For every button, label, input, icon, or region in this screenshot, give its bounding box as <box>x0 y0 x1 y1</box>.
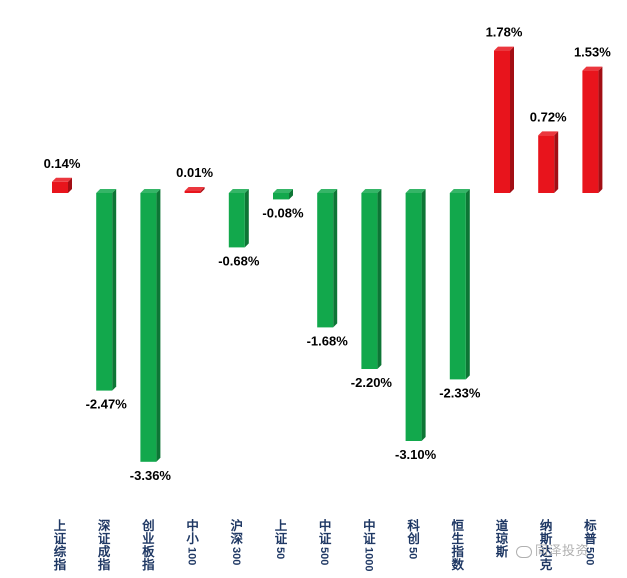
bar-7 <box>317 189 338 328</box>
value-label-8: -2.20% <box>351 375 393 390</box>
bar-12 <box>538 131 559 193</box>
category-label-4: 中小 100 <box>185 519 199 566</box>
value-label-4: 0.01% <box>176 165 213 180</box>
value-label-6: -0.08% <box>262 205 304 220</box>
category-label-7: 中证 500 <box>318 519 332 566</box>
category-label-6: 上证 50 <box>274 519 288 560</box>
bar-11 <box>494 46 514 193</box>
bar-3 <box>140 189 161 462</box>
watermark-text: 同泽投资 <box>535 544 590 559</box>
value-label-2: -2.47% <box>86 397 128 412</box>
category-label-3: 创业板指 <box>142 519 155 572</box>
value-label-5: -0.68% <box>218 253 260 268</box>
value-label-1: 0.14% <box>44 156 81 171</box>
bar-10 <box>449 189 470 380</box>
category-label-9: 科创 50 <box>406 519 420 560</box>
bar-9 <box>405 189 426 441</box>
watermark: 同泽投资 <box>516 540 589 559</box>
value-label-3: -3.36% <box>130 468 172 483</box>
category-label-12: 纳斯达克 <box>539 519 553 572</box>
category-label-1: 上证综指 <box>53 519 67 572</box>
value-label-12: 0.72% <box>530 109 567 124</box>
wechat-icon <box>516 545 532 558</box>
value-label-9: -3.10% <box>395 447 437 462</box>
value-label-13: 1.53% <box>574 45 611 60</box>
value-label-7: -1.68% <box>307 333 349 348</box>
value-label-11: 1.78% <box>486 25 523 40</box>
category-label-13: 标普 500 <box>583 519 597 566</box>
category-label-10: 恒生指数 <box>451 519 465 572</box>
bar-1 <box>52 177 72 193</box>
category-label-2: 深证成指 <box>97 519 111 572</box>
bar-4 <box>184 187 205 193</box>
category-label-11: 道琼斯 <box>495 519 509 559</box>
bar-8 <box>361 189 382 369</box>
bar-6 <box>273 189 293 200</box>
value-label-10: -2.33% <box>439 385 481 400</box>
bar-13 <box>582 66 603 193</box>
category-label-5: 沪深 300 <box>229 519 244 566</box>
bar-2 <box>96 189 117 391</box>
bar-5 <box>228 189 249 248</box>
category-label-8: 中证 1000 <box>362 519 376 572</box>
